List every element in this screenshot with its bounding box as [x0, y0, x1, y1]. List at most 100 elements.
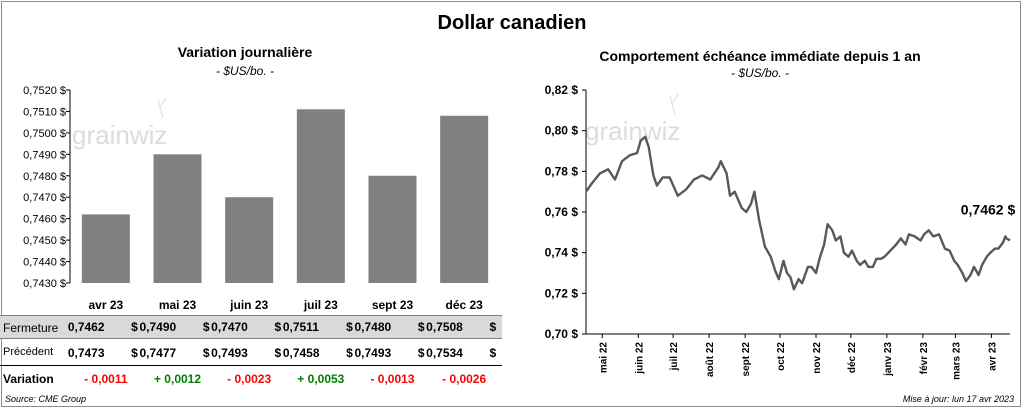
bar-y-tick-label: 0,7510 $ — [23, 106, 66, 118]
cell-unit: $ — [131, 346, 138, 360]
variation-cell: - 0,0026 — [442, 372, 487, 386]
bar-y-tick-label: 0,7500 $ — [23, 128, 66, 140]
table-cell: 0,7493 $ — [211, 346, 281, 362]
bar-x-label: juil 23 — [303, 298, 338, 312]
cell-unit: $ — [346, 320, 353, 334]
cell-unit: $ — [489, 320, 497, 334]
bar-x-label: déc 23 — [445, 298, 483, 312]
table-cell: 0,7473 $ — [68, 346, 138, 362]
table-row-fermeture: Fermeture — [0, 315, 502, 339]
bar-y-tick-label: 0,7490 $ — [23, 149, 66, 161]
bar-y-tick-label: 0,7430 $ — [23, 278, 66, 290]
row-label-variation: Variation — [3, 372, 54, 386]
bar — [296, 109, 345, 283]
cell-unit: $ — [202, 320, 210, 334]
line-x-tick-label: janv 23 — [883, 342, 894, 377]
table-cell: 0,7480 $ — [355, 320, 425, 336]
watermark-text: grainwiz — [72, 120, 167, 150]
line-y-tick-label: 0,78 $ — [545, 164, 579, 178]
cad-price-line — [585, 135, 1011, 291]
cell-value: 0,7458 — [282, 346, 320, 360]
bar-x-label: avr 23 — [88, 298, 123, 312]
cell-unit: $ — [202, 346, 210, 360]
cell-unit: $ — [131, 320, 138, 334]
table-cell: 0,7534 $ — [426, 346, 496, 362]
line-x-tick-label: mars 23 — [951, 342, 962, 380]
cell-unit: $ — [346, 346, 353, 360]
cell-value: 0,7508 — [426, 320, 463, 334]
variation-cell: + 0,0053 — [297, 372, 345, 386]
row-label-fermeture: Fermeture — [3, 321, 59, 335]
line-y-tick-label: 0,76 $ — [545, 205, 579, 219]
bar-y-tick-label: 0,7460 $ — [23, 214, 66, 226]
bar-y-tick-label: 0,7520 $ — [23, 85, 66, 97]
bar-y-tick-label: 0,7470 $ — [23, 192, 66, 204]
bar — [440, 115, 489, 283]
line-y-tick-label: 0,74 $ — [545, 246, 579, 260]
watermark-text-right: grainwiz — [585, 116, 680, 146]
table-cell: 0,7493 $ — [355, 346, 425, 362]
table-cell: 0,7470 $ — [211, 320, 281, 336]
update-note: Mise à jour: lun 17 avr 2023 — [902, 394, 1014, 404]
line-x-tick-label: juil 22 — [669, 342, 680, 372]
cell-value: 0,7493 — [354, 346, 392, 360]
line-x-tick-label: avr 23 — [987, 342, 998, 371]
table-cell: 0,7458 $ — [283, 346, 353, 362]
watermark-spark-right — [669, 93, 679, 115]
bar — [81, 214, 130, 283]
right-chart-subtitle: - $US/bo. - — [730, 66, 790, 80]
table-cell: 0,7490 $ — [140, 320, 210, 336]
cell-value: 0,7534 — [426, 346, 463, 360]
cell-unit: $ — [274, 320, 282, 334]
cell-value: 0,7470 — [211, 320, 248, 334]
cell-unit: $ — [489, 346, 497, 360]
cell-value: 0,7462 — [67, 320, 105, 334]
line-x-tick-label: mai 22 — [598, 342, 609, 374]
bar — [225, 197, 274, 283]
bar-x-label: mai 23 — [159, 298, 197, 312]
row-label-precedent: Précédent — [3, 346, 54, 358]
left-chart-title: Variation journalière — [177, 44, 313, 60]
bar-y-tick-label: 0,7440 $ — [23, 257, 66, 269]
table-cell: 0,7508 $ — [426, 320, 496, 336]
bar-y-tick-label: 0,7480 $ — [23, 171, 66, 183]
page-title: Dollar canadien — [437, 12, 587, 34]
cell-value: 0,7480 — [354, 320, 392, 334]
cell-value: 0,7473 — [67, 346, 105, 360]
line-x-tick-label: sept 22 — [741, 342, 752, 377]
variation-cell: - 0,0013 — [370, 372, 415, 386]
line-y-tick-label: 0,82 $ — [545, 83, 579, 97]
table-cell: 0,7477 $ — [140, 346, 210, 362]
line-x-tick-label: août 22 — [705, 342, 716, 377]
right-chart-title: Comportement échéance immédiate depuis 1… — [599, 48, 921, 64]
cell-unit: $ — [274, 346, 282, 360]
variation-cell: - 0,0023 — [227, 372, 272, 386]
bar — [368, 175, 417, 283]
bar — [153, 154, 202, 283]
line-y-tick-label: 0,70 $ — [545, 327, 579, 341]
cell-value: 0,7493 — [211, 346, 248, 360]
bar-chart: grainwiz 0,7430 $ 0,7440 $ 0,7450 $ 0,7460 … — [23, 85, 489, 312]
grainwiz-watermark-right: grainwiz — [585, 93, 680, 146]
cell-unit: $ — [417, 346, 425, 360]
bar-x-label: juin 23 — [229, 298, 268, 312]
line-chart: grainwiz 0,70 $ 0,72 $ 0,74 $ 0,76 $ 0,78 $ 0… — [545, 83, 1016, 380]
cell-value: 0,7511 — [282, 320, 319, 334]
watermark-spark — [157, 97, 167, 119]
table-cell: 0,7462 $ — [68, 320, 138, 336]
grainwiz-watermark: grainwiz — [72, 97, 167, 150]
table-cell: 0,7511 $ — [283, 320, 353, 336]
line-y-tick-label: 0,72 $ — [545, 286, 579, 300]
bar-x-label: sept 23 — [372, 298, 414, 312]
last-price-label: 0,7462 $ — [961, 201, 1016, 217]
line-x-tick-label: déc 22 — [847, 342, 858, 374]
table-divider — [0, 365, 502, 366]
variation-cell: + 0,0012 — [153, 372, 202, 386]
table-row-precedent: Précédent — [0, 341, 502, 365]
left-chart-subtitle: - $US/bo. - — [215, 64, 275, 78]
variation-cell: - 0,0011 — [84, 372, 128, 386]
cell-unit: $ — [417, 320, 425, 334]
line-x-tick-label: oct 22 — [776, 342, 787, 371]
line-x-tick-label: nov 22 — [812, 342, 823, 374]
